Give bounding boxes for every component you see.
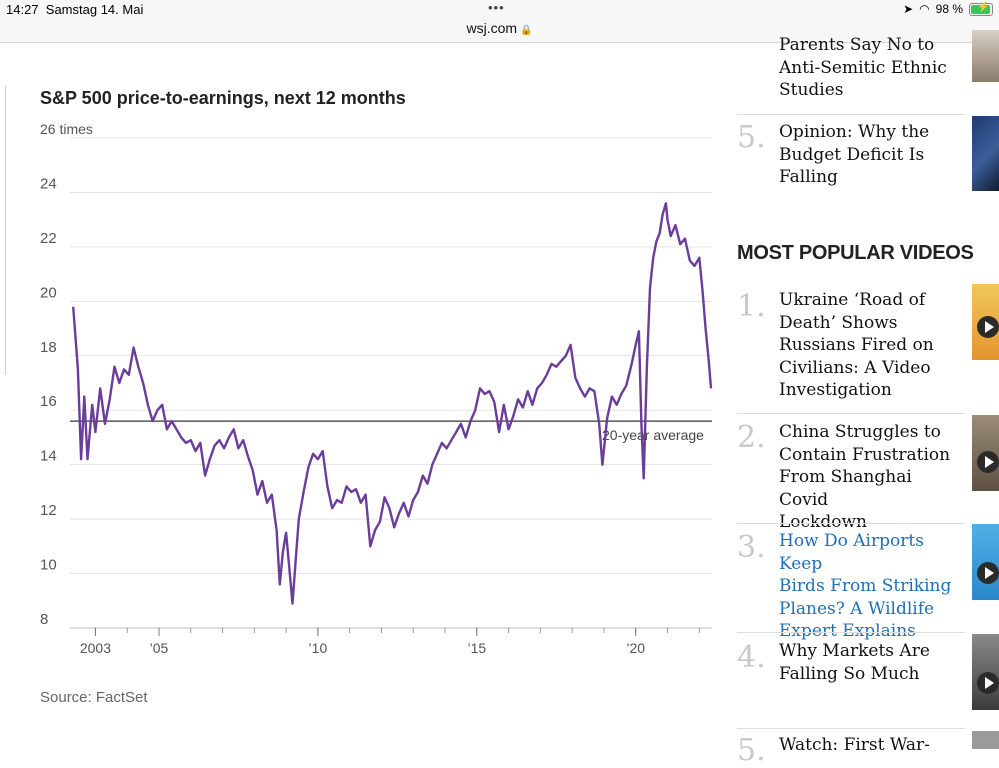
more-dots-icon[interactable]: ••• xyxy=(488,0,505,15)
video-thumbnail[interactable] xyxy=(972,634,999,710)
video-rank: 1. xyxy=(737,289,766,324)
video-title-line[interactable]: Civilians: A Video xyxy=(779,357,931,378)
pe-ratio-chart: 26 times 8 10 12 14 16 18 20 22 24 2003 ’05 ’10 ’15 ’2… xyxy=(40,121,713,656)
video-title-line[interactable]: Falling So Much xyxy=(779,663,920,684)
video-thumbnail[interactable] xyxy=(972,731,999,749)
story-title-line[interactable]: Anti-Semitic Ethnic xyxy=(779,57,947,78)
status-time: 14:27 Samstag 14. Mai xyxy=(6,2,144,17)
play-icon[interactable] xyxy=(977,562,999,584)
divider xyxy=(737,632,965,633)
wifi-icon: ◠ xyxy=(919,2,930,16)
x-tick-label: 2003 xyxy=(80,640,111,656)
video-title-line[interactable]: Why Markets Are xyxy=(779,641,930,661)
battery-percent: 98 % xyxy=(935,2,963,16)
most-read-item-5[interactable]: Opinion: Why the Budget Deficit Is Falli… xyxy=(779,121,964,189)
video-rank: 2. xyxy=(737,420,766,455)
y-tick-label: 22 xyxy=(40,230,57,247)
video-title-line[interactable]: How Do Airports Keep xyxy=(779,531,924,574)
chart-source: Source: FactSet xyxy=(40,689,148,706)
video-title-line[interactable]: Birds From Striking xyxy=(779,576,952,596)
video-item-3[interactable]: How Do Airports Keep Birds From Striking… xyxy=(779,530,964,643)
story-title-line[interactable]: Falling xyxy=(779,167,838,187)
y-tick-label: 8 xyxy=(40,611,48,628)
battery-icon: ⚡ xyxy=(969,2,993,16)
video-thumbnail[interactable] xyxy=(972,284,999,360)
story-title-line[interactable]: Budget Deficit Is xyxy=(779,144,925,165)
video-item-2[interactable]: China Struggles to Contain Frustration F… xyxy=(779,421,964,534)
video-rank: 3. xyxy=(737,530,766,565)
video-title-line[interactable]: Planes? A Wildlife xyxy=(779,598,935,619)
x-tick-label: ’05 xyxy=(150,640,169,656)
video-title-line[interactable]: Death’ Shows xyxy=(779,312,898,333)
y-tick-label: 14 xyxy=(40,448,57,465)
location-icon: ➤ xyxy=(903,2,914,16)
story-title-line[interactable]: Parents Say No to xyxy=(779,35,935,55)
video-item-1[interactable]: Ukraine ‘Road of Death’ Shows Russians F… xyxy=(779,289,964,402)
video-title-line[interactable]: Ukraine ‘Road of xyxy=(779,290,926,310)
video-rank: 5. xyxy=(737,733,766,768)
y-tick-label: 24 xyxy=(40,175,57,192)
video-title-line[interactable]: Contain Frustration xyxy=(779,444,951,465)
status-bar: 14:27 Samstag 14. Mai ••• wsj.com 🔒 ➤ ◠ 9… xyxy=(0,0,999,43)
play-icon[interactable] xyxy=(977,316,999,338)
play-icon[interactable] xyxy=(977,672,999,694)
y-tick-label: 16 xyxy=(40,393,57,410)
status-date: Samstag 14. Mai xyxy=(45,2,144,17)
video-title-line[interactable]: Expert Explains xyxy=(779,621,916,641)
x-tick-label: ’20 xyxy=(626,640,645,656)
video-title-line[interactable]: Watch: First War- xyxy=(779,735,930,755)
divider xyxy=(737,413,965,414)
video-title-line[interactable]: Investigation xyxy=(779,380,892,400)
video-rank: 4. xyxy=(737,640,766,675)
video-thumbnail[interactable] xyxy=(972,415,999,491)
story-thumbnail[interactable] xyxy=(972,30,999,82)
most-read-item-4[interactable]: Parents Say No to Anti-Semitic Ethnic St… xyxy=(779,34,964,102)
video-title-line[interactable]: China Struggles to xyxy=(779,422,941,442)
divider xyxy=(737,114,965,115)
y-tick-label: 18 xyxy=(40,339,57,356)
most-popular-videos-heading: MOST POPULAR VIDEOS xyxy=(737,242,974,264)
video-title-line[interactable]: Lockdown xyxy=(779,512,867,532)
y-tick-label: 20 xyxy=(40,284,57,301)
left-rule xyxy=(0,85,6,375)
x-tick-label: ’15 xyxy=(467,640,486,656)
video-thumbnail[interactable] xyxy=(972,524,999,600)
chart-title: S&P 500 price-to-earnings, next 12 month… xyxy=(40,88,406,108)
story-title-line[interactable]: Opinion: Why the xyxy=(779,122,930,142)
divider xyxy=(737,728,965,729)
story-title-line[interactable]: Studies xyxy=(779,80,844,100)
y-tick-label: 10 xyxy=(40,557,57,574)
video-title-line[interactable]: Russians Fired on xyxy=(779,335,934,355)
video-item-5[interactable]: Watch: First War- xyxy=(779,734,964,757)
play-icon[interactable] xyxy=(977,451,999,473)
y-axis-unit-label: 26 times xyxy=(40,121,93,137)
pe-series-line xyxy=(72,202,713,605)
x-tick-label: ’10 xyxy=(309,640,328,656)
video-title-line[interactable]: From Shanghai Covid xyxy=(779,467,912,510)
address-bar[interactable]: wsj.com 🔒 xyxy=(0,20,999,36)
url-text[interactable]: wsj.com xyxy=(466,20,518,36)
video-item-4[interactable]: Why Markets Are Falling So Much xyxy=(779,640,964,685)
lock-icon: 🔒 xyxy=(520,25,533,36)
y-tick-label: 12 xyxy=(40,502,57,519)
story-thumbnail[interactable] xyxy=(972,116,999,191)
divider xyxy=(737,523,965,524)
most-read-rank: 5. xyxy=(737,120,766,155)
twenty-year-average-label: 20-year average xyxy=(602,427,704,443)
status-indicators: ➤ ◠ 98 % ⚡ xyxy=(903,2,993,16)
